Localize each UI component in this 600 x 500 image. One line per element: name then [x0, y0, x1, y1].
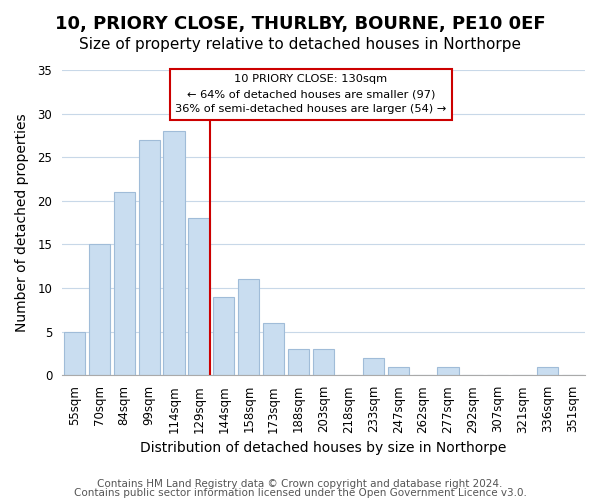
- Text: 10, PRIORY CLOSE, THURLBY, BOURNE, PE10 0EF: 10, PRIORY CLOSE, THURLBY, BOURNE, PE10 …: [55, 15, 545, 33]
- Bar: [288, 349, 309, 376]
- Bar: [238, 280, 259, 376]
- Bar: [64, 332, 85, 376]
- Y-axis label: Number of detached properties: Number of detached properties: [15, 114, 29, 332]
- Bar: [213, 297, 235, 376]
- Bar: [113, 192, 135, 376]
- Bar: [388, 366, 409, 376]
- Bar: [313, 349, 334, 376]
- Bar: [89, 244, 110, 376]
- Bar: [139, 140, 160, 376]
- Text: 10 PRIORY CLOSE: 130sqm
← 64% of detached houses are smaller (97)
36% of semi-de: 10 PRIORY CLOSE: 130sqm ← 64% of detache…: [175, 74, 446, 114]
- Bar: [188, 218, 209, 376]
- Text: Contains public sector information licensed under the Open Government Licence v3: Contains public sector information licen…: [74, 488, 526, 498]
- Text: Size of property relative to detached houses in Northorpe: Size of property relative to detached ho…: [79, 38, 521, 52]
- X-axis label: Distribution of detached houses by size in Northorpe: Distribution of detached houses by size …: [140, 441, 506, 455]
- Bar: [263, 323, 284, 376]
- Bar: [163, 131, 185, 376]
- Bar: [537, 366, 558, 376]
- Bar: [437, 366, 458, 376]
- Bar: [362, 358, 384, 376]
- Text: Contains HM Land Registry data © Crown copyright and database right 2024.: Contains HM Land Registry data © Crown c…: [97, 479, 503, 489]
